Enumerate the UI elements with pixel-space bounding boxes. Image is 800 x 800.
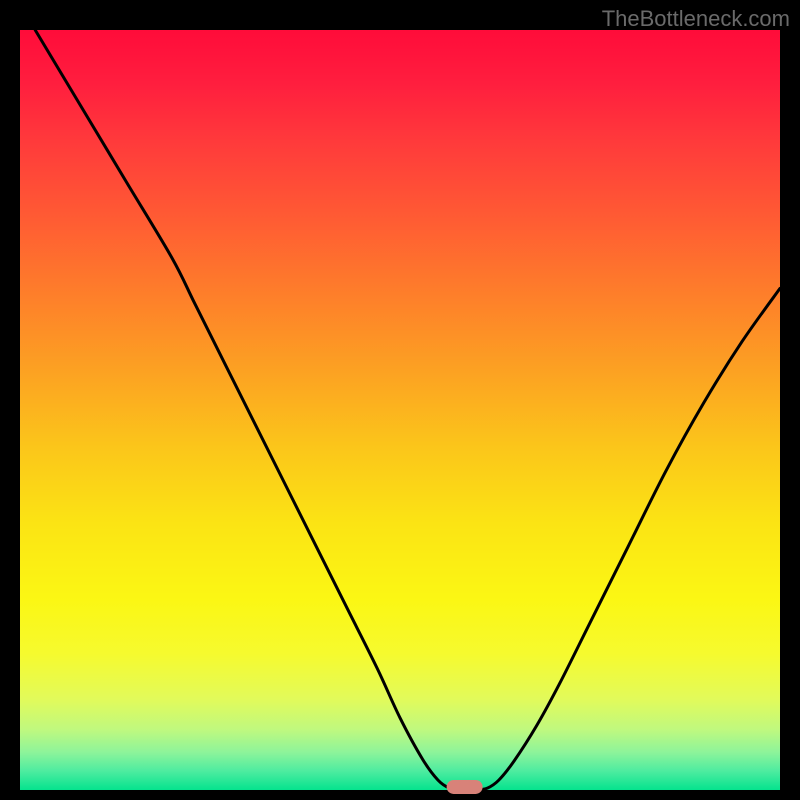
plot-background xyxy=(20,30,780,790)
optimum-marker xyxy=(447,780,483,794)
stage: TheBottleneck.com xyxy=(0,0,800,800)
bottleneck-curve-chart xyxy=(0,0,800,800)
watermark-text: TheBottleneck.com xyxy=(602,6,790,32)
